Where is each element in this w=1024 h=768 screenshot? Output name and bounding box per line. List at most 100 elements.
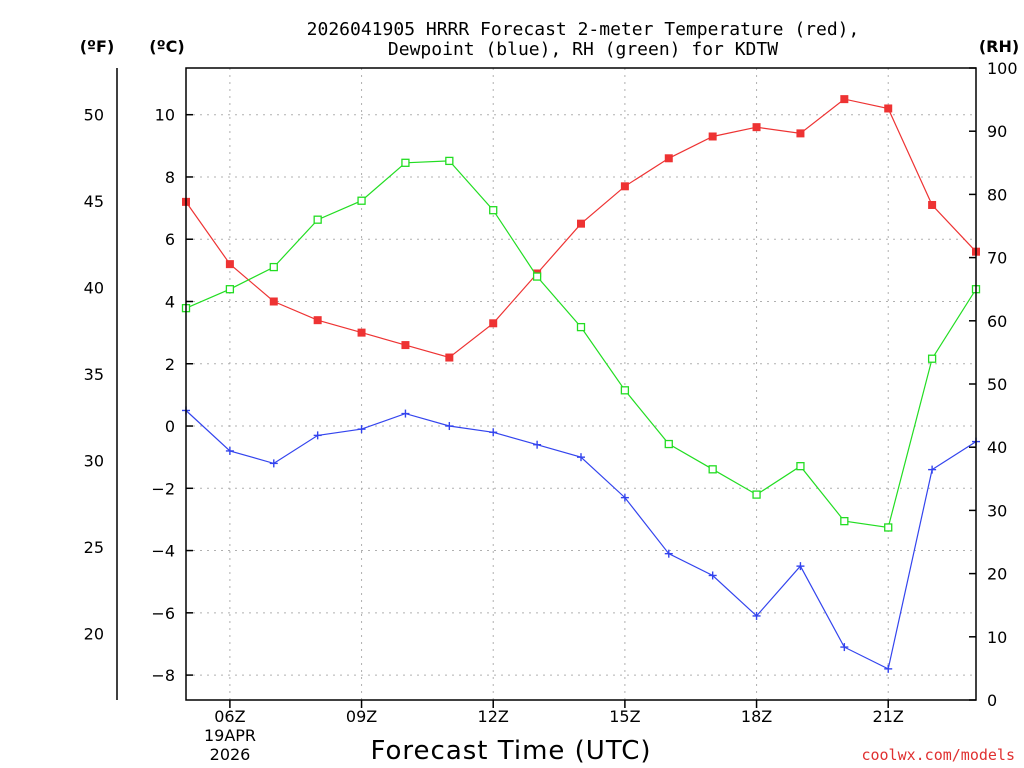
rh-point (796, 462, 805, 471)
time-tick-label: 12Z (478, 707, 509, 726)
fahrenheit-tick-label: 50 (84, 106, 104, 125)
rh-tick-label: 90 (987, 122, 1007, 141)
data-series (181, 95, 981, 673)
rh-point (532, 272, 542, 281)
temperature-point (796, 129, 805, 138)
temperature-point (620, 182, 629, 191)
rh-tick-label: 0 (987, 691, 997, 710)
dewpoint-point (708, 571, 717, 580)
rh-tick-label: 100 (987, 59, 1018, 78)
date-label-year: 2026 (210, 745, 251, 764)
temperature-point (928, 200, 937, 209)
chart-title-line2: Dewpoint (blue), RH (green) for KDTW (388, 39, 778, 60)
rh-point (401, 158, 410, 167)
temperature-point (269, 297, 278, 306)
rh-unit-label: (RH) (979, 37, 1019, 56)
celsius-tick-label: 4 (165, 292, 175, 311)
rh-point (752, 490, 761, 499)
date-label-day: 19APR (204, 726, 256, 745)
fahrenheit-tick-label: 30 (84, 452, 104, 471)
time-tick-label: 21Z (873, 707, 904, 726)
rh-tick-label: 20 (987, 565, 1007, 584)
x-axis-label: Forecast Time (UTC) (370, 736, 651, 766)
temperature-point (708, 132, 717, 141)
celsius-tick-label: −4 (151, 542, 175, 561)
rh-tick-label: 80 (987, 185, 1007, 204)
dewpoint-point (928, 465, 937, 474)
rh-point (269, 262, 278, 272)
chart-grid (186, 68, 976, 700)
temperature-point (225, 260, 234, 269)
fahrenheit-tick-label: 35 (84, 365, 104, 384)
celsius-tick-label: 10 (155, 106, 175, 125)
fahrenheit-unit-label: (ºF) (80, 37, 115, 56)
time-tick-label: 06Z (214, 707, 245, 726)
rh-tick-label: 40 (987, 438, 1007, 457)
plot-frame (185, 67, 977, 701)
rh-point (884, 523, 893, 532)
dewpoint-point (620, 493, 629, 502)
fahrenheit-axis: 50 45 40 35 30 25 20 (84, 106, 104, 644)
rh-tick-label: 30 (987, 501, 1007, 520)
fahrenheit-tick-label: 40 (84, 279, 104, 298)
rh-point (313, 215, 322, 224)
time-tick-label: 18Z (741, 707, 772, 726)
dewpoint-point (840, 643, 849, 652)
rh-point (708, 465, 717, 474)
temperature-point (313, 316, 322, 325)
fahrenheit-tick-label: 25 (84, 538, 104, 557)
temperature-point (752, 123, 761, 132)
rh-point (664, 439, 673, 449)
time-tick-label: 15Z (609, 707, 640, 726)
celsius-tick-label: −6 (151, 604, 175, 623)
celsius-tick-label: 8 (165, 168, 175, 187)
chart-title-line1: 2026041905 HRRR Forecast 2-meter Tempera… (307, 19, 860, 40)
dewpoint-point (445, 422, 454, 431)
rh-point (357, 196, 366, 205)
celsius-axis: 10 8 6 4 2 0 −2 −4 −6 −8 (151, 106, 193, 685)
temperature-point (664, 154, 673, 163)
rh-point (225, 285, 235, 294)
rh-tick-label: 10 (987, 628, 1007, 647)
rh-point (927, 354, 937, 363)
temperature-point (840, 95, 849, 104)
fahrenheit-tick-label: 45 (84, 192, 104, 211)
rh-point (576, 322, 586, 332)
temperature-point (445, 353, 454, 362)
dewpoint-point (489, 428, 498, 437)
temperature-line (185, 98, 977, 359)
dewpoint-point (796, 562, 805, 571)
celsius-tick-label: −2 (151, 479, 175, 498)
time-axis: 06Z 09Z 12Z 15Z 18Z 21Z (214, 700, 904, 726)
dewpoint-point (884, 664, 893, 673)
celsius-tick-label: 2 (165, 355, 175, 374)
dewpoint-point (401, 409, 410, 418)
site-credit: coolwx.com/models (861, 746, 1015, 764)
celsius-tick-label: 6 (165, 230, 175, 249)
celsius-tick-label: −8 (151, 666, 175, 685)
temperature-point (489, 319, 498, 328)
dewpoint-point (357, 425, 366, 434)
dewpoint-point (533, 440, 542, 449)
dewpoint-point (577, 453, 585, 462)
dewpoint-point (752, 611, 761, 620)
rh-point (445, 156, 454, 166)
temperature-point (401, 341, 410, 350)
celsius-tick-label: 0 (165, 417, 175, 436)
celsius-unit-label: (ºC) (149, 37, 184, 56)
dewpoint-point (269, 459, 278, 468)
dewpoint-point (664, 549, 673, 558)
fahrenheit-tick-label: 20 (84, 625, 104, 644)
rh-line (185, 160, 977, 529)
temperature-point (577, 219, 585, 228)
dewpoint-point (313, 431, 322, 440)
time-tick-label: 09Z (346, 707, 377, 726)
rh-point (840, 516, 849, 526)
rh-point (620, 386, 630, 395)
rh-tick-label: 50 (987, 375, 1007, 394)
temperature-point (884, 104, 893, 113)
dewpoint-line (185, 410, 977, 670)
rh-tick-label: 70 (987, 249, 1007, 268)
